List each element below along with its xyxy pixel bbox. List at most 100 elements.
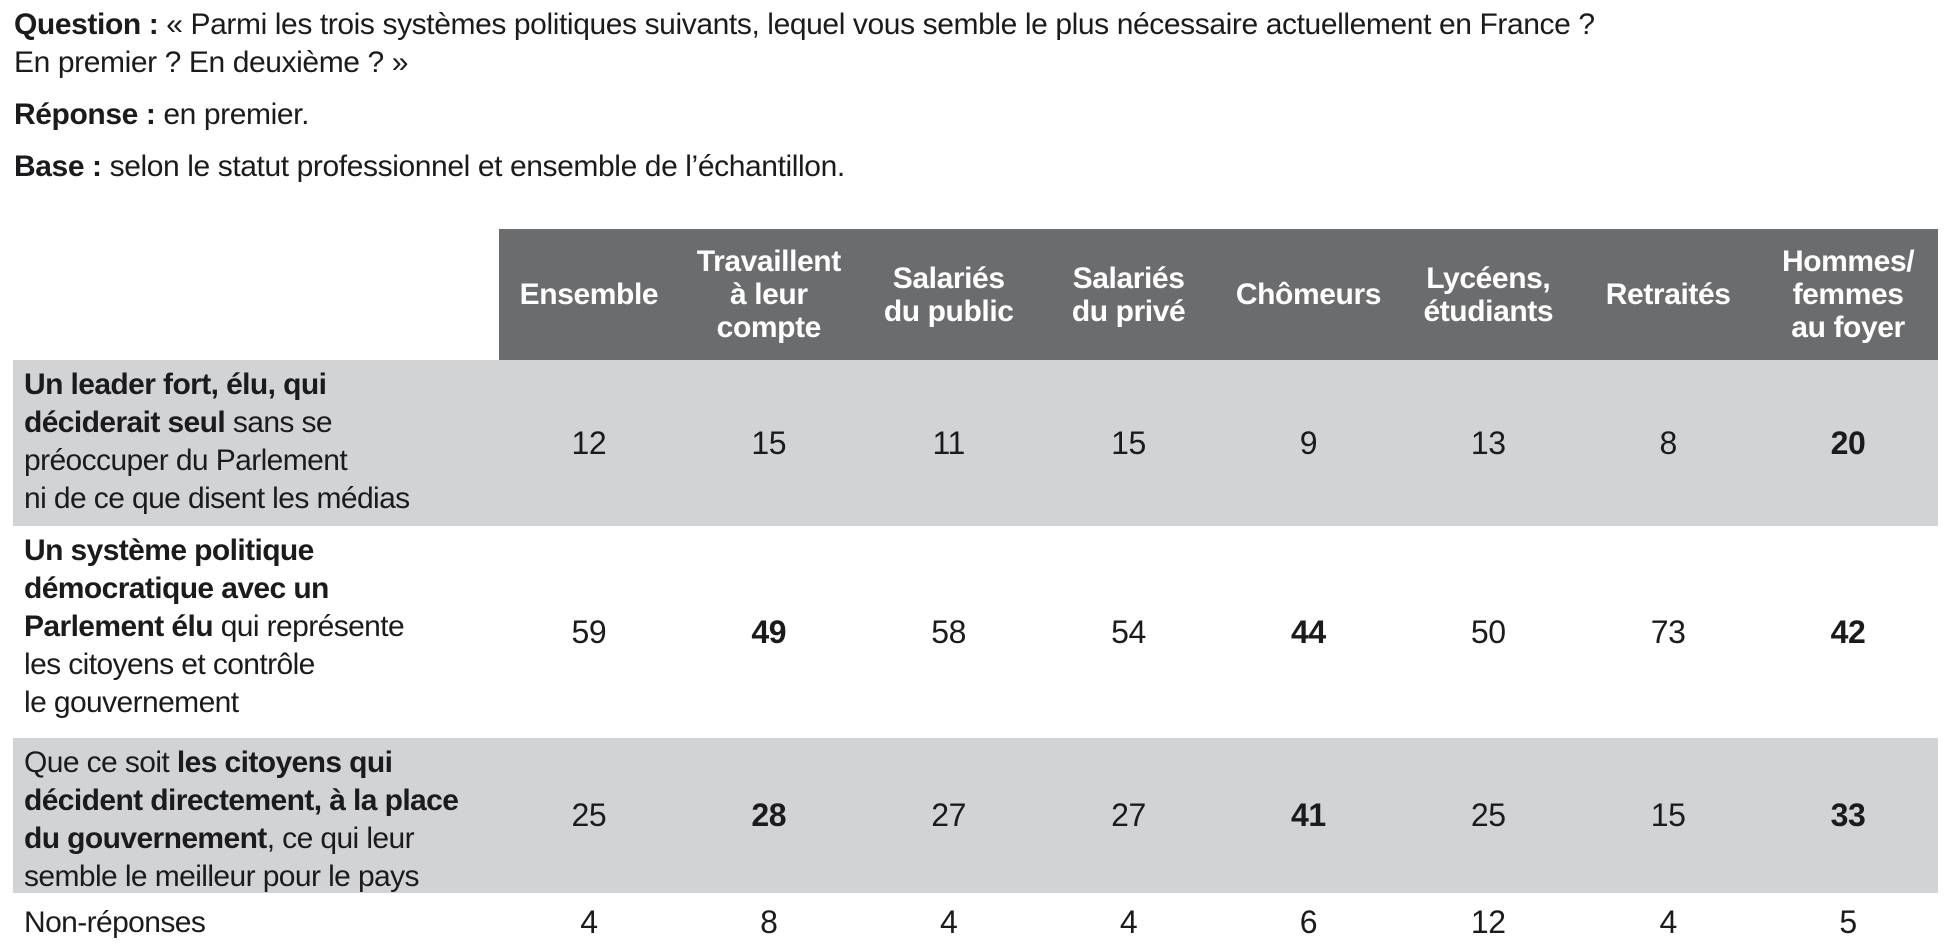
value-cell: 28 [679, 738, 859, 893]
value-cell: 25 [1398, 738, 1578, 893]
value: 15 [1111, 424, 1146, 461]
value: 20 [1830, 424, 1866, 461]
header-columns: Ensemble Travaillent à leur compte Salar… [499, 229, 1938, 360]
value: 15 [1650, 797, 1686, 833]
row-label-pre: Que ce soit [24, 746, 177, 779]
col-header-label: Chômeurs [1235, 278, 1382, 311]
value-cell: 6 [1219, 893, 1399, 952]
col-header-retraites: Retraités [1578, 229, 1758, 360]
value-cell: 8 [1578, 360, 1758, 526]
value: 41 [1291, 797, 1326, 833]
col-header-travaillent-compte: Travaillent à leur compte [679, 229, 859, 360]
value: 28 [751, 797, 787, 833]
row-label-bold: Un leader fort, élu, qui déciderait seul [24, 368, 327, 439]
col-header-salaries-prive: Salariés du privé [1039, 229, 1219, 360]
value-cell: 50 [1398, 526, 1578, 738]
value: 4 [580, 904, 598, 940]
col-header-label: Hommes/ femmes au foyer [1781, 245, 1915, 344]
value: 5 [1839, 904, 1857, 940]
value-cell: 12 [1398, 893, 1578, 952]
value-cell: 13 [1398, 360, 1578, 526]
row-label-rest: Non-réponses [24, 905, 206, 939]
value-cell: 33 [1758, 738, 1938, 893]
value-cell: 4 [1578, 893, 1758, 952]
value-cell: 11 [859, 360, 1039, 526]
reponse-line: Réponse : en premier. [14, 96, 1938, 134]
row-label-bold: les citoyens qui décident directement, à… [24, 746, 459, 855]
value-cell: 58 [859, 526, 1039, 738]
col-header-label: Salariés du public [883, 261, 1014, 328]
table-header-row: Ensemble Travaillent à leur compte Salar… [13, 229, 1938, 360]
table-row-systeme-democratique: Un système politique démocratique avec u… [13, 526, 1938, 738]
col-header-lyceens-etudiants: Lycéens, étudiants [1398, 229, 1578, 360]
col-header-label: Travaillent à leur compte [696, 245, 841, 344]
value-cell: 25 [499, 738, 679, 893]
results-table: Ensemble Travaillent à leur compte Salar… [13, 229, 1938, 952]
row-label-bold: Un système politique démocratique avec u… [24, 534, 329, 643]
col-header-chomeurs: Chômeurs [1219, 229, 1399, 360]
table-row-leader-fort: Un leader fort, élu, qui déciderait seul… [13, 360, 1938, 526]
table-row-citoyens-decident: Que ce soit les citoyens qui décident di… [13, 738, 1938, 893]
value: 25 [571, 797, 607, 833]
col-header-salaries-public: Salariés du public [859, 229, 1039, 360]
col-header-label: Lycéens, étudiants [1423, 261, 1554, 328]
value-cell: 4 [859, 893, 1039, 952]
value: 13 [1470, 424, 1506, 461]
value: 50 [1470, 613, 1506, 650]
col-header-label: Salariés du privé [1071, 261, 1186, 328]
col-header-label: Ensemble [519, 278, 659, 311]
col-header-hommes-femmes-foyer: Hommes/ femmes au foyer [1758, 229, 1938, 360]
value: 8 [1659, 424, 1677, 461]
value-cell: 9 [1219, 360, 1399, 526]
value: 44 [1291, 613, 1326, 650]
value-cell: 15 [679, 360, 859, 526]
value-cell: 41 [1219, 738, 1399, 893]
value: 12 [1470, 904, 1506, 940]
row-label: Non-réponses [13, 893, 499, 952]
value-cell: 54 [1039, 526, 1219, 738]
value: 27 [931, 797, 967, 833]
value: 4 [1119, 904, 1138, 940]
base-line: Base : selon le statut professionnel et … [14, 148, 1938, 186]
row-label: Un système politique démocratique avec u… [13, 526, 499, 738]
value-cell: 59 [499, 526, 679, 738]
col-header-label: Retraités [1605, 278, 1731, 311]
base-text: selon le statut professionnel et ensembl… [109, 150, 846, 183]
row-label-rest: qui représente les citoyens et contrôle … [24, 610, 405, 719]
value: 15 [751, 424, 787, 461]
value-cell: 5 [1758, 893, 1938, 952]
value: 4 [1659, 904, 1677, 940]
value-cell: 20 [1758, 360, 1938, 526]
value-cell: 15 [1039, 360, 1219, 526]
value: 49 [751, 613, 787, 650]
row-values: 59 49 58 54 44 50 73 42 [499, 526, 1938, 738]
row-label: Un leader fort, élu, qui déciderait seul… [13, 360, 499, 526]
header-empty-cell [13, 229, 499, 360]
value: 4 [939, 904, 958, 940]
value: 8 [760, 904, 778, 940]
row-values: 4 8 4 4 6 12 4 5 [499, 893, 1938, 952]
value-cell: 49 [679, 526, 859, 738]
table-row-non-reponses: Non-réponses 4 8 4 4 6 12 4 5 [13, 893, 1938, 952]
reponse-label: Réponse : [14, 98, 156, 131]
row-label-rest: , ce qui leur semble le meilleur pour le… [24, 822, 420, 893]
value: 6 [1299, 904, 1318, 940]
value: 59 [571, 613, 607, 650]
value-cell: 4 [499, 893, 679, 952]
value: 33 [1830, 797, 1866, 833]
row-values: 12 15 11 15 9 13 8 20 [499, 360, 1938, 526]
value: 73 [1650, 613, 1686, 650]
value-cell: 27 [1039, 738, 1219, 893]
row-values: 25 28 27 27 41 25 15 33 [499, 738, 1938, 893]
row-label-rest: sans se préoccuper du Parlement ni de ce… [24, 406, 410, 515]
value-cell: 12 [499, 360, 679, 526]
question-line-2: En premier ? En deuxième ? » [14, 46, 409, 79]
value-cell: 27 [859, 738, 1039, 893]
value: 9 [1299, 424, 1318, 461]
value-cell: 73 [1578, 526, 1758, 738]
value: 25 [1470, 797, 1506, 833]
intro-text-block: Question : « Parmi les trois systèmes po… [14, 6, 1938, 186]
value-cell: 44 [1219, 526, 1399, 738]
reponse-text: en premier. [163, 98, 310, 131]
